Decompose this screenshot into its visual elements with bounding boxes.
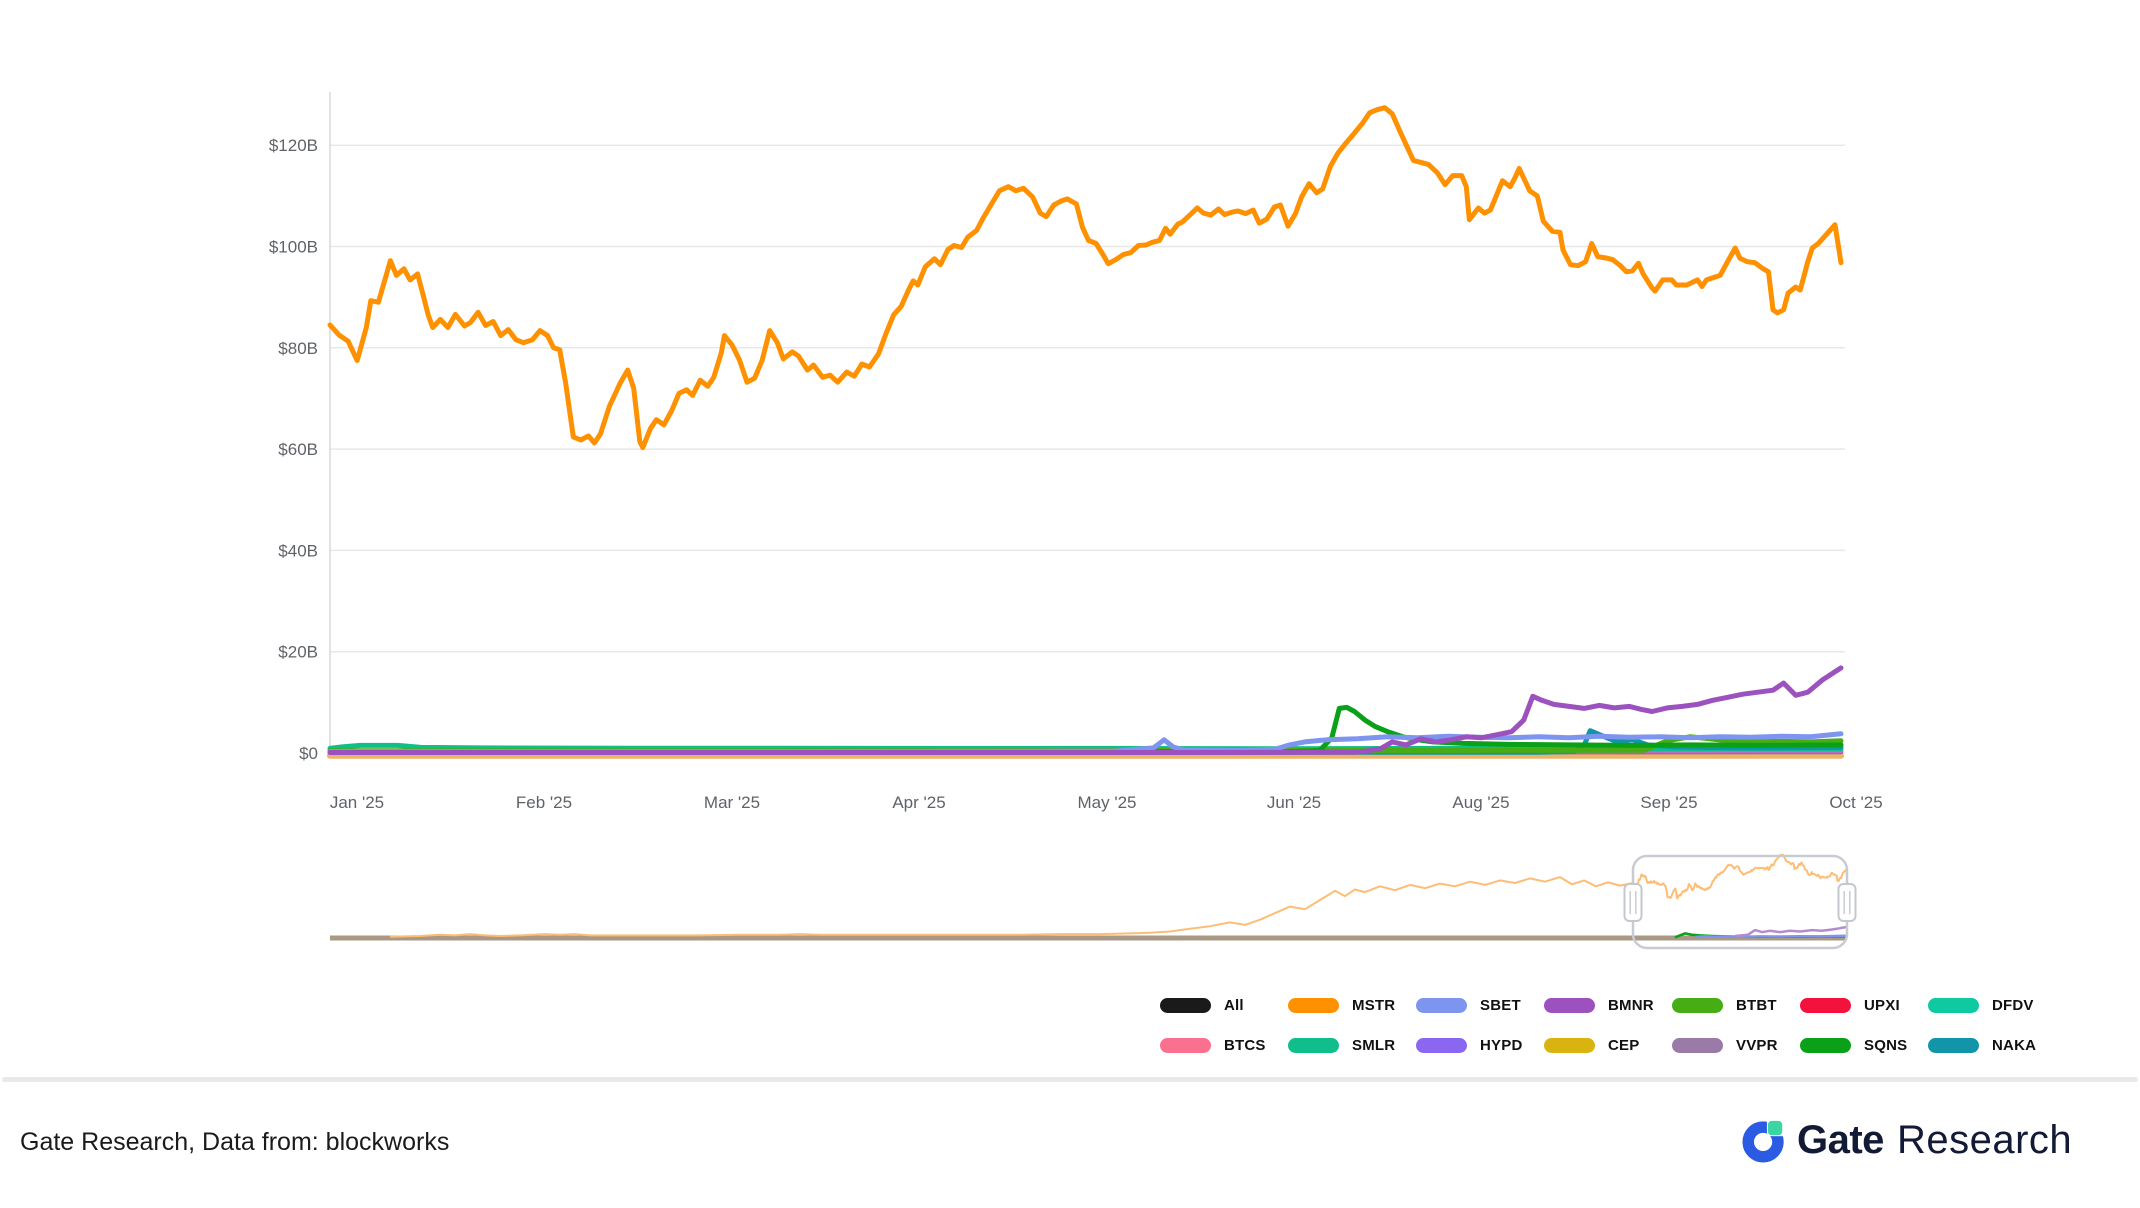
legend-swatch-naka	[1928, 1037, 1979, 1053]
y-axis-label: $120B	[269, 136, 318, 155]
legend-item-cep[interactable]: CEP	[1544, 1037, 1672, 1054]
logo-text-research: Research	[1896, 1117, 2073, 1162]
navigator-brush-handle-right[interactable]	[1837, 883, 1857, 922]
legend-item-btbt[interactable]: BTBT	[1672, 997, 1800, 1014]
legend-item-mstr[interactable]: MSTR	[1288, 997, 1416, 1014]
legend-swatch-sqns	[1800, 1037, 1851, 1053]
legend-swatch-cep	[1544, 1037, 1595, 1053]
legend-swatch-smlr	[1288, 1037, 1339, 1053]
legend-label: SQNS	[1864, 1036, 1908, 1054]
x-axis-label: Oct '25	[1829, 793, 1882, 812]
footer-divider	[2, 1077, 2138, 1082]
legend-item-smlr[interactable]: SMLR	[1288, 1037, 1416, 1054]
legend-swatch-btcs	[1160, 1037, 1211, 1053]
legend-swatch-btbt	[1672, 997, 1723, 1013]
legend-item-upxi[interactable]: UPXI	[1800, 997, 1928, 1014]
legend-label: MSTR	[1352, 996, 1396, 1014]
attribution-text: Gate Research, Data from: blockworks	[20, 1128, 450, 1156]
series-line-sqns	[327, 704, 1844, 754]
x-axis-label: Jun '25	[1267, 793, 1321, 812]
legend-label: UPXI	[1864, 996, 1900, 1014]
legend-swatch-sbet	[1416, 997, 1467, 1013]
legend-swatch-upxi	[1800, 997, 1851, 1013]
navigator-mstr-line	[389, 853, 1848, 938]
legend-label: DFDV	[1992, 996, 2034, 1014]
legend-item-hypd[interactable]: HYPD	[1416, 1037, 1544, 1054]
legend-item-sqns[interactable]: SQNS	[1800, 1037, 1928, 1054]
navigator-series-sbet	[1694, 934, 1848, 939]
legend-item-all[interactable]: All	[1160, 997, 1288, 1014]
logo-text-gate: Gate	[1797, 1117, 1884, 1162]
x-axis-label: Aug '25	[1452, 793, 1509, 812]
legend-item-dfdv[interactable]: DFDV	[1928, 997, 2056, 1014]
legend-label: All	[1224, 996, 1244, 1014]
legend-swatch-bmnr	[1544, 997, 1595, 1013]
legend-label: HYPD	[1480, 1036, 1523, 1054]
y-axis-label: $100B	[269, 238, 318, 257]
legend-label: SMLR	[1352, 1036, 1396, 1054]
gate-logo-icon	[1742, 1117, 1788, 1163]
legend-swatch-vvpr	[1672, 1037, 1723, 1053]
x-axis-label: Jan '25	[330, 793, 384, 812]
chart-legend: All MSTR SBET BMNR BTBT UPXI DFDV BTCS SMLR HYPD C…	[1160, 985, 2056, 1065]
navigator-brush-handle-left[interactable]	[1623, 883, 1643, 922]
y-axis-label: $60B	[278, 440, 318, 459]
legend-label: NAKA	[1992, 1036, 2037, 1054]
legend-label: BTCS	[1224, 1036, 1266, 1054]
legend-item-bmnr[interactable]: BMNR	[1544, 997, 1672, 1014]
legend-label: CEP	[1608, 1036, 1640, 1054]
y-axis-label: $80B	[278, 339, 318, 358]
legend-label: SBET	[1480, 996, 1521, 1014]
legend-item-sbet[interactable]: SBET	[1416, 997, 1544, 1014]
legend-item-naka[interactable]: NAKA	[1928, 1037, 2056, 1054]
legend-label: BTBT	[1736, 996, 1777, 1014]
x-axis-label: Sep '25	[1640, 793, 1697, 812]
gate-research-logo: Gate Research	[1742, 1116, 2072, 1164]
x-axis-label: Mar '25	[704, 793, 760, 812]
series-line-bmnr	[327, 665, 1844, 755]
y-axis-label: $40B	[278, 541, 318, 560]
legend-label: VVPR	[1736, 1036, 1778, 1054]
series-line-sbet	[327, 731, 1844, 754]
legend-swatch-all	[1160, 997, 1211, 1013]
legend-swatch-mstr	[1288, 997, 1339, 1013]
x-axis-label: Feb '25	[516, 793, 572, 812]
x-axis-label: Apr '25	[892, 793, 945, 812]
legend-item-btcs[interactable]: BTCS	[1160, 1037, 1288, 1054]
navigator-series-bmnr	[1734, 925, 1848, 938]
y-axis-label: $0	[299, 744, 318, 763]
x-axis-label: May '25	[1078, 793, 1137, 812]
legend-swatch-dfdv	[1928, 997, 1979, 1013]
legend-item-vvpr[interactable]: VVPR	[1672, 1037, 1800, 1054]
legend-label: BMNR	[1608, 996, 1654, 1014]
legend-swatch-hypd	[1416, 1037, 1467, 1053]
y-axis-label: $20B	[278, 643, 318, 662]
series-line-mstr	[327, 105, 1844, 451]
